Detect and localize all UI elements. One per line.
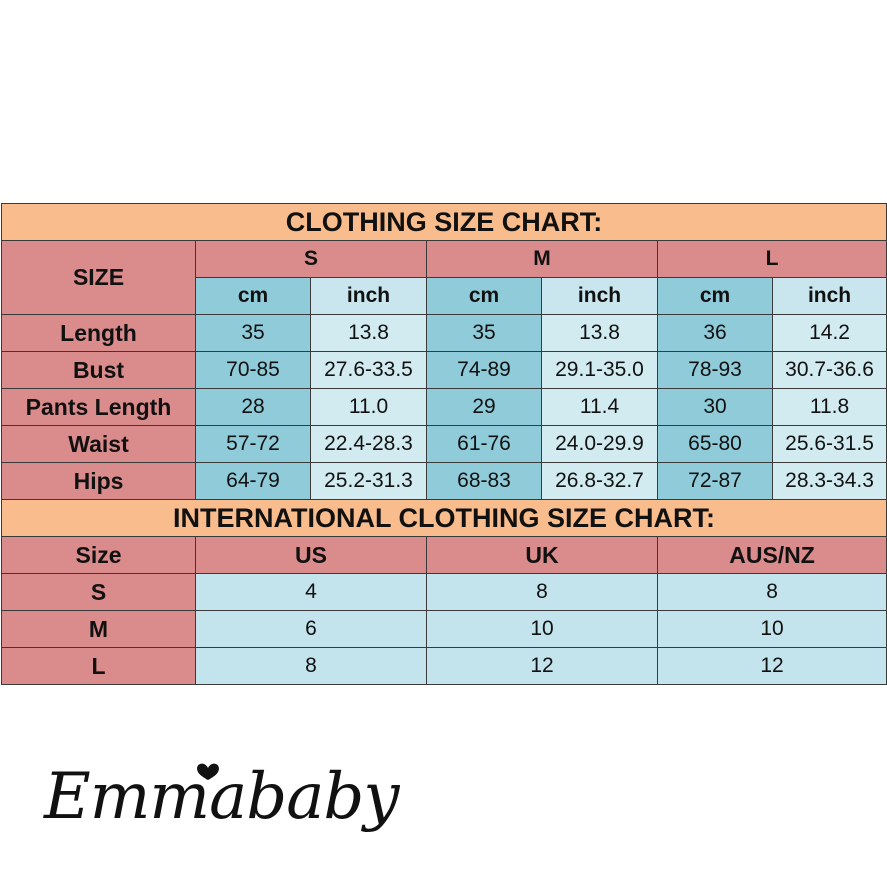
table-cell: 11.8 (771, 388, 887, 426)
table-cell: 26.8-32.7 (541, 462, 658, 500)
table-cell: 10 (426, 610, 658, 648)
intl-header-size: Size (1, 536, 196, 574)
logo-wordmark: Emmababy (43, 760, 400, 834)
table-row: M 6 10 10 (1, 610, 887, 648)
unit-label: inch (310, 277, 427, 315)
row-label: S (1, 573, 196, 611)
table-cell: 64-79 (195, 462, 311, 500)
table-cell: 74-89 (426, 351, 542, 389)
table-cell: 30 (657, 388, 773, 426)
unit-label: inch (541, 277, 658, 315)
size-group-l: L (656, 240, 887, 278)
row-label: M (1, 610, 196, 648)
table-row: Hips 64-79 25.2-31.3 68-83 26.8-32.7 72-… (1, 462, 887, 500)
table-cell: 29 (426, 388, 542, 426)
table-cell: 28.3-34.3 (771, 462, 887, 500)
row-label: Hips (1, 462, 196, 500)
table-cell: 8 (656, 573, 887, 611)
table-cell: 68-83 (426, 462, 542, 500)
table-cell: 57-72 (195, 425, 311, 463)
table-cell: 35 (426, 314, 542, 352)
size-chart-title: CLOTHING SIZE CHART: (0, 203, 887, 241)
intl-chart-title: INTERNATIONAL CLOTHING SIZE CHART: (0, 499, 887, 537)
table-cell: 8 (426, 573, 658, 611)
table-cell: 12 (656, 647, 887, 685)
size-group-s: S (195, 240, 427, 278)
table-row: Pants Length 28 11.0 29 11.4 30 11.8 (1, 388, 887, 426)
table-cell: 22.4-28.3 (310, 425, 427, 463)
intl-header-uk: UK (426, 536, 658, 574)
table-cell: 72-87 (657, 462, 773, 500)
table-cell: 4 (195, 573, 427, 611)
table-cell: 25.2-31.3 (310, 462, 427, 500)
table-cell: 29.1-35.0 (541, 351, 658, 389)
table-cell: 61-76 (426, 425, 542, 463)
table-cell: 10 (656, 610, 887, 648)
table-cell: 6 (195, 610, 427, 648)
row-label: L (1, 647, 196, 685)
row-label: Bust (1, 351, 196, 389)
table-row: L 8 12 12 (1, 647, 887, 685)
heart-icon (197, 763, 219, 780)
table-cell: 78-93 (657, 351, 773, 389)
table-cell: 25.6-31.5 (771, 425, 887, 463)
size-chart-container: CLOTHING SIZE CHART: SIZE S M L cm inch … (0, 203, 887, 686)
table-row: Waist 57-72 22.4-28.3 61-76 24.0-29.9 65… (1, 425, 887, 463)
table-row: S 4 8 8 (1, 573, 887, 611)
unit-label: cm (657, 277, 773, 315)
intl-header-aus-nz: AUS/NZ (656, 536, 887, 574)
intl-header-us: US (195, 536, 427, 574)
table-cell: 13.8 (541, 314, 658, 352)
table-cell: 28 (195, 388, 311, 426)
table-row: Length 35 13.8 35 13.8 36 14.2 (1, 314, 887, 352)
table-cell: 65-80 (657, 425, 773, 463)
table-cell: 24.0-29.9 (541, 425, 658, 463)
size-chart-table: CLOTHING SIZE CHART: SIZE S M L cm inch … (0, 203, 887, 685)
unit-label: cm (426, 277, 542, 315)
size-group-m: M (426, 240, 658, 278)
brand-logo-mark: Emmababy (43, 760, 401, 834)
table-cell: 13.8 (310, 314, 427, 352)
table-cell: 11.0 (310, 388, 427, 426)
brand-logo: Emmababy (40, 740, 401, 860)
table-cell: 14.2 (771, 314, 887, 352)
table-row: Bust 70-85 27.6-33.5 74-89 29.1-35.0 78-… (1, 351, 887, 389)
table-cell: 30.7-36.6 (771, 351, 887, 389)
table-cell: 70-85 (195, 351, 311, 389)
row-label: Length (1, 314, 196, 352)
table-cell: 36 (657, 314, 773, 352)
size-header: SIZE (1, 240, 196, 315)
table-cell: 11.4 (541, 388, 658, 426)
table-cell: 12 (426, 647, 658, 685)
row-label: Pants Length (1, 388, 196, 426)
unit-label: inch (771, 277, 887, 315)
table-cell: 35 (195, 314, 311, 352)
row-label: Waist (1, 425, 196, 463)
unit-label: cm (195, 277, 311, 315)
table-cell: 27.6-33.5 (310, 351, 427, 389)
table-cell: 8 (195, 647, 427, 685)
